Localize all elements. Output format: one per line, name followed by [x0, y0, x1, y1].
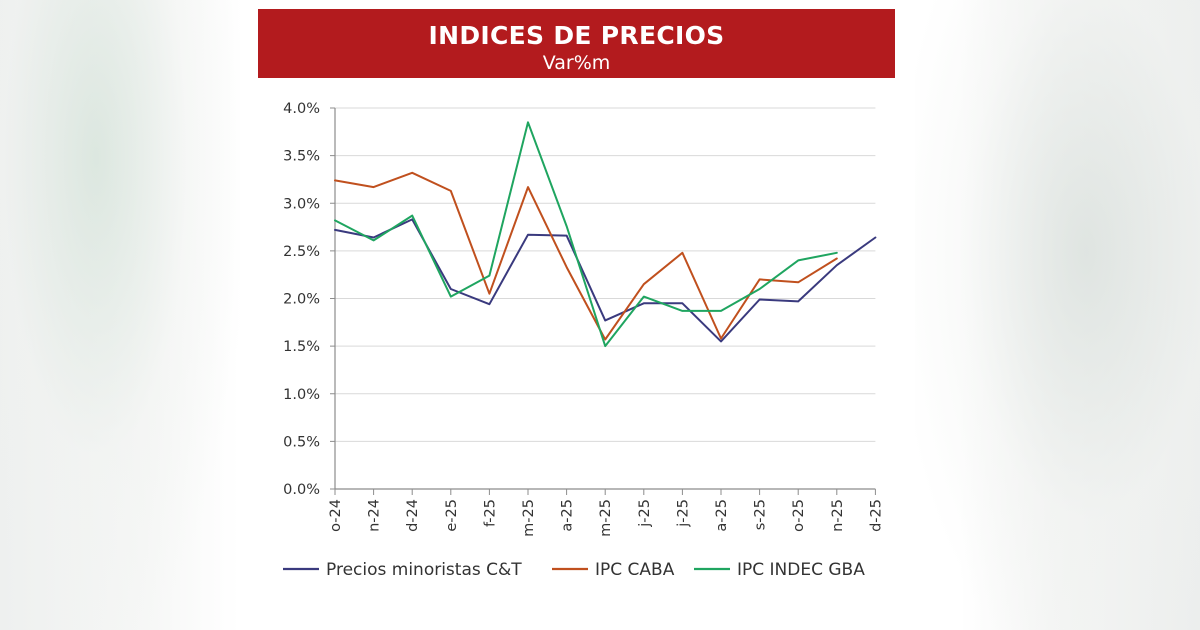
series-line-1: [334, 171, 838, 341]
y-tick-label: 0.5%: [283, 434, 320, 450]
legend-label: Precios minoristas C&T: [326, 560, 522, 580]
background-blur-left: [0, 0, 240, 630]
y-axis-ticks: 0.0% 0.5% 1.0% 1.5% 2.0% 2.5% 3.0% 3.5% 4.0%: [283, 101, 320, 498]
x-tick-label: n-25: [830, 499, 846, 532]
y-tick-label: 2.0%: [283, 292, 320, 308]
y-tick-label: 3.0%: [283, 196, 320, 212]
x-tick-label: d-25: [868, 499, 884, 532]
chart-subtitle: Var%m: [542, 52, 611, 74]
legend-label: IPC INDEC GBA: [737, 560, 865, 580]
y-tick-label: 3.5%: [283, 149, 320, 165]
x-tick-label: j-25: [637, 499, 653, 528]
x-tick-label: s-25: [753, 499, 769, 530]
series-line-0: [334, 218, 877, 343]
x-tick-label: f-25: [482, 499, 498, 527]
background-blur-right: [915, 0, 1200, 630]
x-tick-label: m-25: [598, 499, 614, 537]
x-tick-label: m-25: [521, 499, 537, 537]
y-tick-label: 1.0%: [283, 387, 320, 403]
legend-label: IPC CABA: [595, 560, 675, 580]
x-tick-label: d-24: [405, 499, 421, 532]
chart-header-banner: INDICES DE PRECIOS Var%m: [258, 9, 895, 78]
x-tick-label: a-25: [560, 499, 576, 532]
x-tick-label: j-25: [675, 499, 691, 528]
x-tick-label: e-25: [444, 499, 460, 532]
x-tick-label: n-24: [367, 499, 383, 532]
y-tick-label: 4.0%: [283, 101, 320, 117]
y-tick-label: 1.5%: [283, 339, 320, 355]
chart-card: [240, 0, 915, 630]
legend: Precios minoristas C&T IPC CABA IPC INDEC …: [283, 560, 865, 580]
series-lines: [334, 121, 877, 348]
gridlines: [335, 107, 876, 442]
y-tick-label: 0.0%: [283, 482, 320, 498]
x-tick-label: a-25: [714, 499, 730, 532]
series-line-2: [334, 121, 838, 348]
y-tick-label: 2.5%: [283, 244, 320, 260]
axes: [330, 107, 876, 495]
chart-title: INDICES DE PRECIOS: [428, 21, 725, 50]
x-axis-ticks: o-24 n-24 d-24 e-25 f-25 m-25 a-25 m-25 j-25 j-25…: [328, 499, 884, 537]
x-tick-label: o-24: [328, 499, 344, 532]
x-tick-label: o-25: [791, 499, 807, 532]
